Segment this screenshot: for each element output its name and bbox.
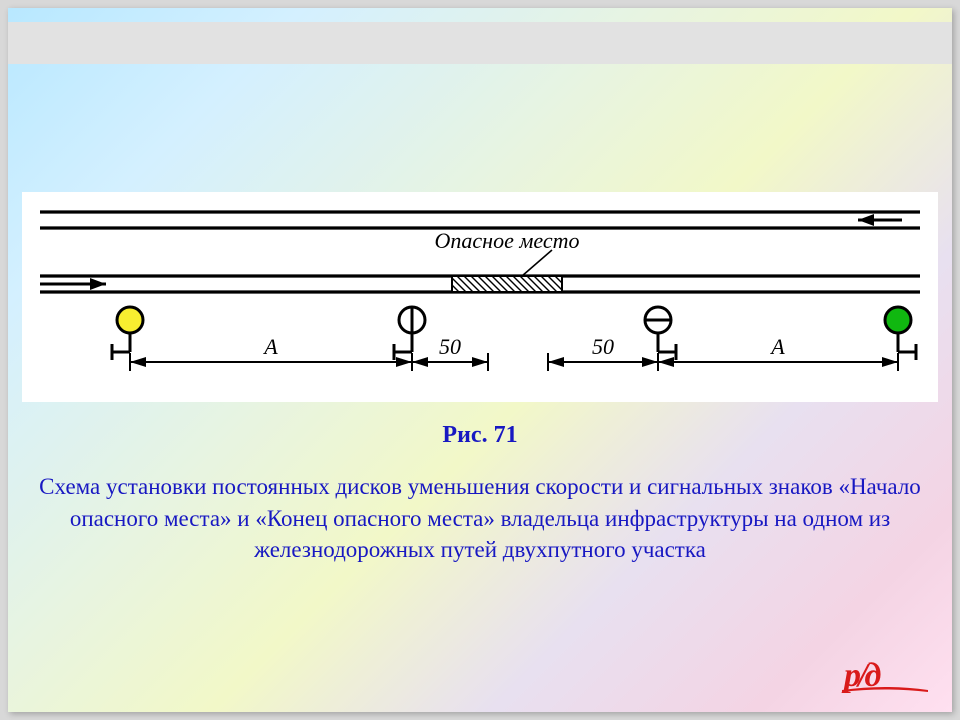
railway-diagram: Опасное место A 50 50 A bbox=[22, 192, 938, 402]
caption-block: Рис. 71 Схема установки постоянных диско… bbox=[8, 422, 952, 566]
svg-text:50: 50 bbox=[439, 334, 461, 359]
svg-text:A: A bbox=[262, 334, 278, 359]
figure-description: Схема установки постоянных дисков уменьш… bbox=[8, 471, 952, 566]
svg-text:A: A bbox=[769, 334, 785, 359]
svg-text:Опасное место: Опасное место bbox=[435, 228, 580, 253]
title-bar bbox=[8, 22, 952, 64]
figure-number: Рис. 71 bbox=[8, 422, 952, 449]
svg-text:50: 50 bbox=[592, 334, 614, 359]
rzd-logo: р/д bbox=[840, 654, 930, 694]
